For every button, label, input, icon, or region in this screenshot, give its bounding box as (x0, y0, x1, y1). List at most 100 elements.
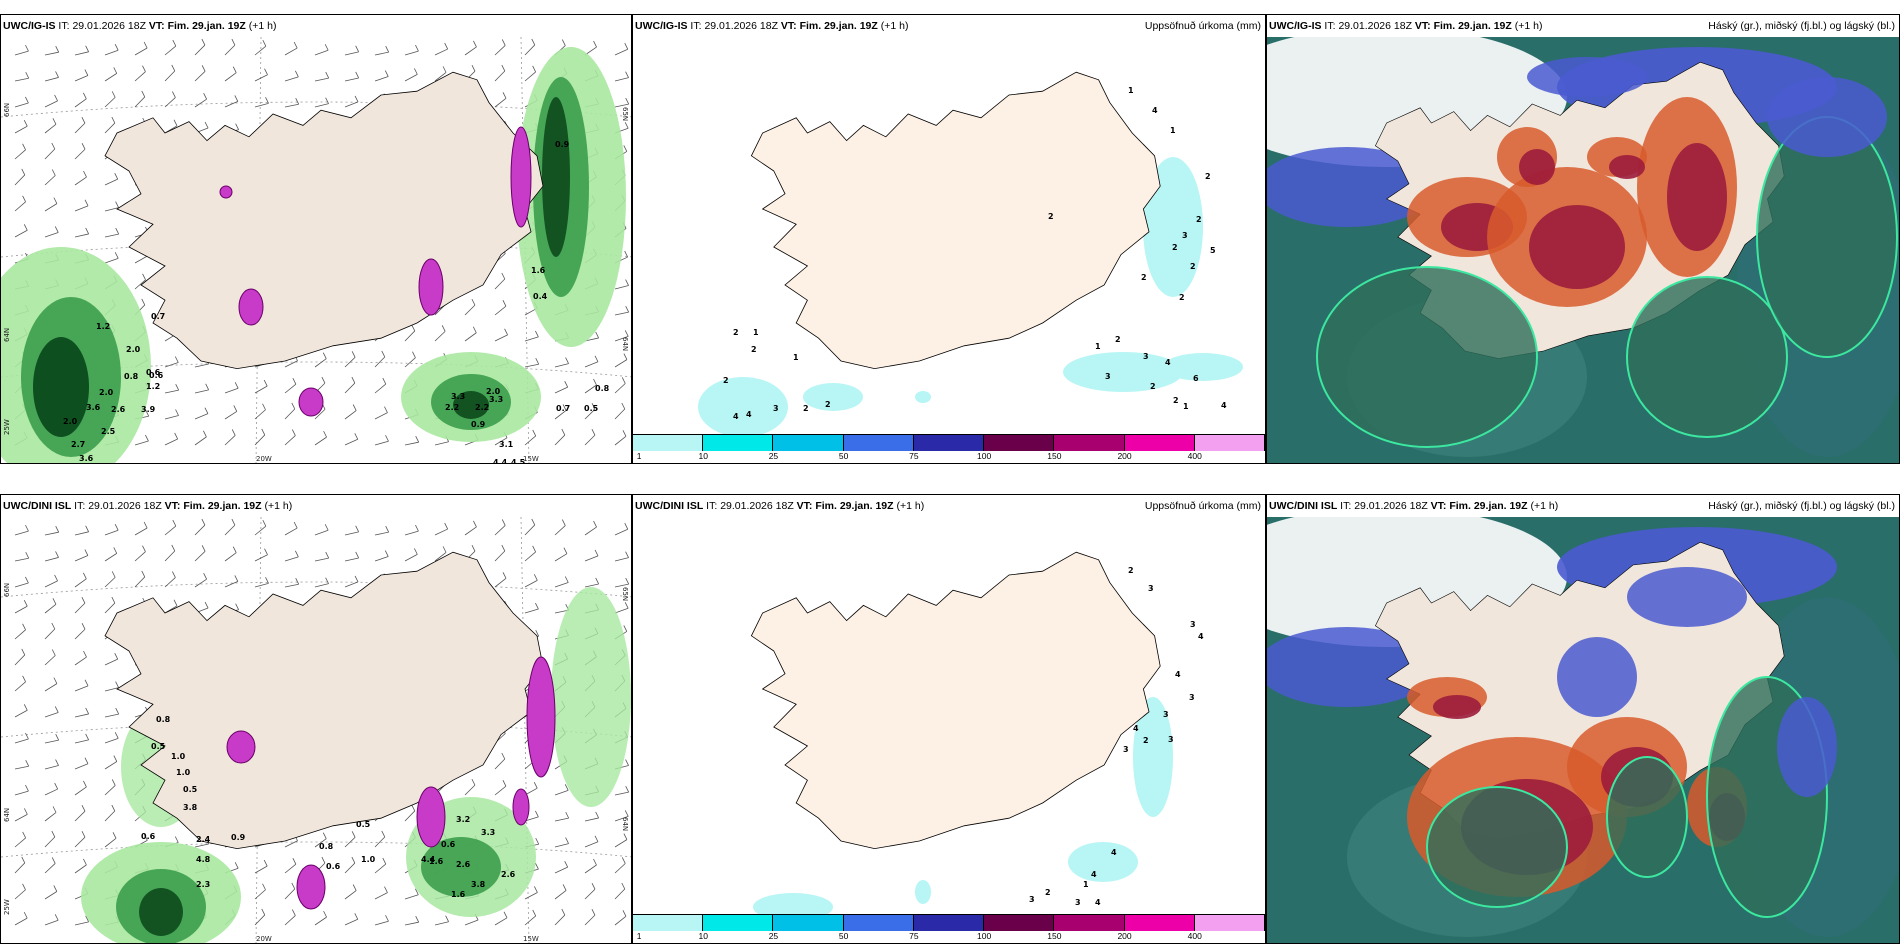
wind-barb-flag (265, 97, 269, 104)
wind-barb (614, 97, 630, 108)
colorbar-label: 100 (977, 451, 992, 461)
wind-barb (164, 432, 179, 446)
wind-barb-flag (535, 862, 539, 870)
wind-barb-shaft (314, 358, 327, 368)
wind-barb-flag (625, 785, 630, 793)
precip-value-label: 1.6 (531, 266, 546, 275)
wind-barb-shaft (494, 98, 507, 108)
wind-barb-flag (565, 837, 569, 844)
wind-barb (254, 97, 269, 108)
colorbar-swatch (1194, 915, 1265, 931)
wind-barb-shaft (554, 914, 566, 926)
precip-value-label: 2 (1143, 736, 1149, 745)
wind-barb (374, 435, 389, 446)
wind-barb (74, 707, 90, 718)
wind-barb-shaft (74, 810, 86, 822)
precip-value-label: 2.4 (196, 835, 211, 844)
wind-barb-flag (471, 778, 476, 786)
wind-barb (164, 91, 176, 108)
wind-barb (554, 576, 569, 588)
wind-barb-flag (325, 551, 330, 559)
wind-barb-shaft (344, 862, 356, 874)
wind-barb-shaft (314, 408, 326, 420)
wind-barb-flag (83, 780, 87, 788)
wind-barb-flag (532, 65, 536, 73)
wind-barb-flag (262, 883, 266, 890)
wind-barb (374, 550, 389, 562)
wind-barb-shaft (584, 337, 599, 342)
wind-barb-flag (81, 623, 86, 630)
wind-barb (44, 830, 56, 848)
wind-barb (614, 523, 629, 536)
longitude-label: 15W (523, 455, 539, 463)
wind-barb-flag (565, 357, 569, 364)
wind-barb-shaft (584, 408, 596, 420)
wind-barb-flag (561, 519, 566, 526)
wind-barb-shaft (14, 837, 26, 848)
wind-barb-flag (595, 577, 600, 585)
wind-barb-shaft (74, 864, 87, 874)
wind-barb-shaft (314, 77, 329, 82)
precip-value-label: 4 (1133, 724, 1139, 733)
wind-barb-flag (533, 782, 538, 789)
wind-barb-shaft (434, 441, 449, 446)
wind-barb (14, 732, 29, 744)
wind-barb-shaft (614, 383, 626, 394)
wind-barb (314, 352, 327, 368)
wind-barb (374, 70, 389, 82)
wind-barb-shaft (404, 330, 416, 342)
wind-barb-flag (501, 544, 506, 552)
wind-barb (44, 677, 58, 692)
cloud-cover-map (1267, 517, 1899, 943)
colorbar-label: 1 (636, 931, 642, 941)
wind-barb-flag (231, 429, 236, 436)
panel-title: Háský (gr.), miðský (fj.bl.) og lágský (… (1708, 500, 1895, 512)
wind-barb (44, 885, 58, 900)
low-cloud-area (1267, 147, 1437, 227)
wind-barb-flag (231, 38, 236, 46)
wind-barb-flag (265, 577, 269, 584)
wind-barb-flag (384, 70, 389, 77)
wind-barb-flag (532, 545, 536, 553)
wind-barb-shaft (344, 101, 359, 108)
snow-areas (219, 126, 532, 417)
wind-barb-flag (354, 575, 359, 583)
wind-barb (284, 521, 298, 536)
wind-barb-shaft (254, 385, 268, 394)
wind-barb (494, 272, 506, 290)
wind-barb (284, 70, 299, 82)
precip-value-label: 2 (1205, 172, 1211, 181)
precip-areas (753, 697, 1173, 917)
wind-barb-flag (203, 573, 207, 580)
precip-value-label: 2 (733, 328, 739, 337)
precip-value-label: 1.6 (451, 890, 466, 899)
precip-value-label: 3 (773, 404, 779, 413)
wind-barb (224, 429, 236, 446)
wind-barb-shaft (494, 917, 508, 926)
wind-barb-shaft (224, 72, 237, 82)
wind-barb-flag (535, 630, 540, 637)
wind-barb-shaft (134, 527, 148, 536)
wind-barb-flag (111, 596, 116, 604)
wind-barb-flag (593, 40, 597, 48)
colorbar-swatch (1054, 915, 1125, 931)
wind-barb-shaft (44, 655, 56, 666)
precip-value-label: 3.1 (499, 440, 514, 449)
wind-barb (74, 116, 86, 134)
wind-barb (164, 544, 176, 562)
wind-barb (254, 68, 268, 82)
colorbar-label: 100 (977, 931, 992, 941)
wind-barb-shaft (404, 50, 419, 56)
wind-barb (194, 407, 209, 420)
wind-barb-flag (55, 71, 59, 78)
precip-value-label: 2 (1196, 215, 1202, 224)
wind-barb-shaft (524, 44, 536, 56)
wind-barb-flag (55, 45, 60, 53)
wind-barb-flag (325, 97, 329, 104)
colorbar-label: 150 (1047, 931, 1062, 941)
wind-barb-flag (623, 833, 628, 840)
wind-barb-shaft (314, 529, 329, 536)
wind-barb-shaft (254, 914, 266, 926)
wind-barb-flag (325, 577, 329, 584)
wind-barb (614, 71, 629, 82)
